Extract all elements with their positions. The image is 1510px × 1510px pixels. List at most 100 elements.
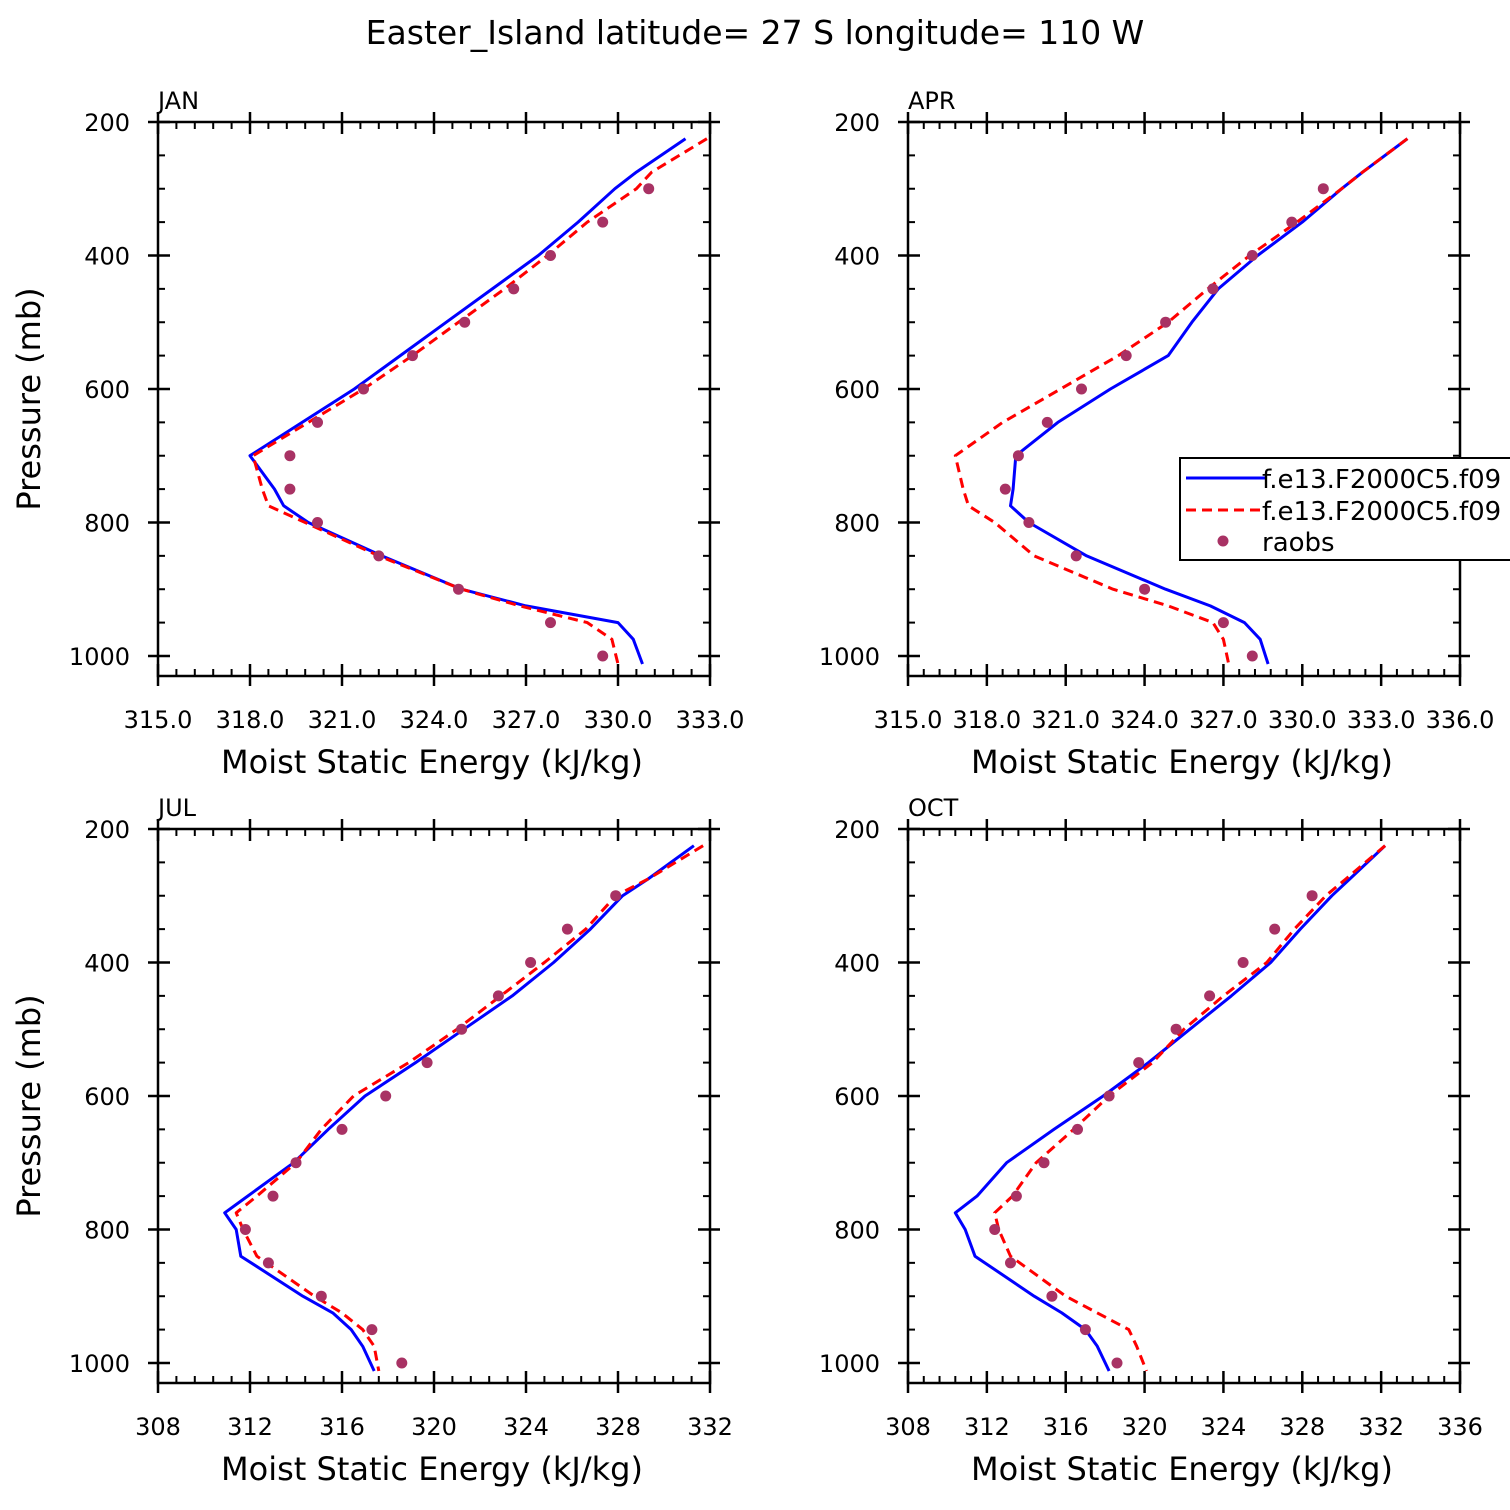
- y-tick-label: 1000: [819, 643, 880, 671]
- raobs-point: [1041, 416, 1053, 428]
- raobs-point: [407, 350, 418, 362]
- raobs-point: [284, 450, 296, 462]
- raobs-point: [1038, 1157, 1050, 1169]
- y-tick-label: 1000: [819, 1350, 880, 1378]
- panel-jan: 315.0 318.0 321.0 324.0 327.0 330.0 333.0 200 40…: [10, 87, 744, 781]
- y-tick-label: 800: [834, 509, 880, 537]
- legend-swatch-raobs: [1217, 535, 1229, 547]
- y-tick-label: 600: [84, 376, 130, 404]
- raobs-point: [267, 1190, 279, 1202]
- x-axis-label: Moist Static Energy (kJ/kg): [971, 1450, 1393, 1488]
- figure-title: Easter_Island latitude= 27 S longitude= …: [366, 13, 1145, 52]
- raobs-point: [1111, 1357, 1123, 1369]
- plot-frame: [156, 827, 712, 1385]
- x-tick-label: 312: [227, 1413, 273, 1441]
- raobs-point: [366, 1324, 378, 1336]
- x-tick-label: 327.0: [492, 706, 561, 734]
- x-tick-label: 315.0: [124, 706, 193, 734]
- series-line-dashed: [251, 137, 708, 665]
- x-tick-label: 333.0: [1347, 706, 1416, 734]
- raobs-point: [396, 1357, 408, 1369]
- series-line-dashed: [953, 137, 1409, 665]
- raobs-point: [421, 1057, 433, 1069]
- y-tick-label: 800: [84, 509, 130, 537]
- y-tick-label: 1000: [69, 1350, 130, 1378]
- raobs-point: [284, 483, 296, 495]
- raobs-point: [290, 1157, 302, 1169]
- plot-frame: [156, 120, 712, 678]
- raobs-point: [1306, 890, 1318, 902]
- raobs-point: [1103, 1090, 1115, 1102]
- y-tick-label: 200: [84, 816, 130, 844]
- y-tick-label: 400: [834, 949, 880, 977]
- x-tick-label: 316: [319, 1413, 365, 1441]
- x-tick-label: 316: [1043, 1413, 1089, 1441]
- y-tick-label: 200: [84, 109, 130, 137]
- panel-title: JAN: [156, 87, 199, 115]
- raobs-point: [545, 250, 556, 261]
- series-line-solid: [223, 844, 695, 1372]
- x-tick-label: 315.0: [874, 706, 943, 734]
- raobs-point: [597, 650, 609, 662]
- x-tick-label: 320: [1122, 1413, 1168, 1441]
- series-line-dashed: [234, 844, 704, 1372]
- raobs-point: [315, 1290, 327, 1302]
- y-tick-label: 600: [834, 1083, 880, 1111]
- raobs-point: [610, 890, 622, 902]
- x-tick-label: 330.0: [584, 706, 653, 734]
- plot-frame: [906, 120, 1462, 678]
- raobs-point: [459, 316, 471, 328]
- raobs-point: [262, 1257, 274, 1269]
- panel-title: OCT: [908, 794, 959, 822]
- y-tick-label: 400: [834, 242, 880, 270]
- raobs-point: [1269, 923, 1281, 935]
- x-tick-label: 324.0: [400, 706, 469, 734]
- x-tick-label: 336.0: [1426, 706, 1495, 734]
- x-tick-label: 308: [135, 1413, 181, 1441]
- raobs-point: [1207, 283, 1219, 295]
- y-axis-label: Pressure (mb): [10, 994, 48, 1217]
- plot-frame: [906, 827, 1462, 1385]
- y-tick-label: 1000: [69, 643, 130, 671]
- panel-apr: 315.0 318.0 321.0 324.0 327.0 330.0 333.0 336.0…: [819, 87, 1494, 781]
- raobs-point: [1046, 1290, 1058, 1302]
- legend-label-model-2: f.e13.F2000C5.f09: [1262, 497, 1501, 527]
- raobs-point: [456, 1023, 468, 1035]
- legend: f.e13.F2000C5.f09 f.e13.F2000C5.f09 raob…: [1179, 457, 1510, 561]
- raobs-point: [1204, 990, 1216, 1002]
- raobs-point: [508, 283, 520, 295]
- raobs-point: [1079, 1324, 1091, 1336]
- raobs-point: [312, 517, 323, 528]
- panel-jul: 308 312 316 320 324 328 332 200 400 600 800 1000 JUL…: [10, 794, 733, 1488]
- series-line-dashed: [993, 844, 1387, 1372]
- panel-title: JUL: [156, 794, 197, 822]
- y-tick-label: 400: [84, 949, 130, 977]
- panel-title: APR: [908, 87, 956, 115]
- x-tick-label: 321.0: [1031, 706, 1100, 734]
- raobs-point: [1133, 1057, 1145, 1069]
- panels: 315.0 318.0 321.0 324.0 327.0 330.0 333.0 200 40…: [10, 87, 1494, 1488]
- raobs-point: [1246, 650, 1258, 662]
- x-tick-label: 312: [964, 1413, 1010, 1441]
- y-tick-label: 400: [84, 242, 130, 270]
- x-tick-label: 324.0: [1110, 706, 1179, 734]
- series-line-solid: [953, 844, 1387, 1372]
- x-tick-label: 332: [687, 1413, 733, 1441]
- y-tick-label: 800: [834, 1216, 880, 1244]
- x-tick-label: 333.0: [676, 706, 745, 734]
- raobs-point: [492, 990, 504, 1002]
- legend-label-model-1: f.e13.F2000C5.f09: [1262, 465, 1501, 495]
- y-tick-label: 800: [84, 1216, 130, 1244]
- raobs-point: [1286, 216, 1298, 228]
- raobs-point: [1012, 450, 1024, 462]
- x-tick-label: 324: [503, 1413, 549, 1441]
- y-tick-label: 600: [84, 1083, 130, 1111]
- x-tick-label: 318.0: [216, 706, 285, 734]
- x-tick-label: 308: [885, 1413, 931, 1441]
- series-line-solid: [248, 137, 687, 665]
- raobs-point: [1005, 1257, 1016, 1269]
- raobs-point: [453, 583, 464, 595]
- y-axis-label: Pressure (mb): [10, 287, 48, 510]
- y-tick-label: 600: [834, 376, 880, 404]
